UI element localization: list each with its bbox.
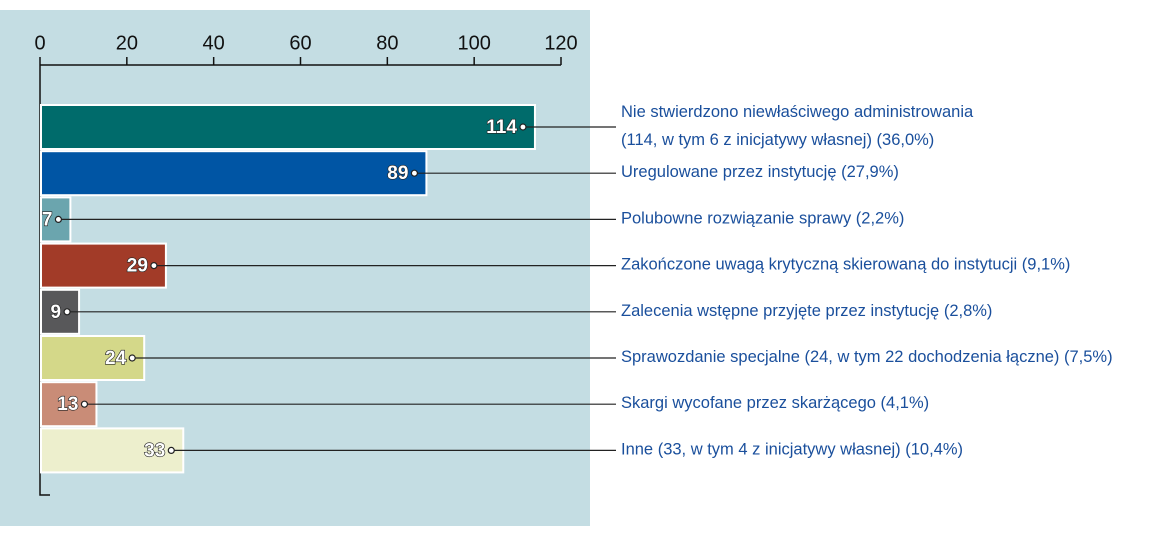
value-label: 33 [144,440,165,461]
leader-dot [410,169,419,177]
x-tick-label: 80 [376,32,398,54]
leader-dot [167,446,175,454]
leader-dot [150,262,158,270]
value-label: 114 [486,117,517,138]
leader-dot [80,400,89,408]
category-label: Polubowne rozwiązanie sprawy (2,2%) [621,210,904,228]
value-label: 24 [105,348,127,369]
leader-dot [54,215,62,223]
bar [40,104,536,150]
value-label: 13 [57,394,78,415]
bar [40,150,428,197]
leader-dot [63,308,71,316]
category-label: Sprawozdanie specjalne (24, w tym 22 doc… [621,348,1113,366]
x-tick-label: 100 [457,32,490,54]
value-label: 7 [42,209,53,230]
value-label: 9 [50,302,61,323]
value-label: 89 [387,163,408,184]
category-label: Zakończone uwagą krytyczną skierowaną do… [621,256,1070,274]
category-label: Zalecenia wstępne przyjęte przez instytu… [621,302,992,320]
bar [40,427,185,474]
x-tick-label: 40 [203,32,225,54]
x-tick-label: 120 [544,32,577,54]
leader-dot [128,354,136,362]
x-tick-label: 20 [116,32,138,54]
category-label: Uregulowane przez instytucję (27,9%) [621,164,899,182]
category-label: Inne (33, w tym 4 z inicjatywy własnej) … [621,441,963,459]
leader-dot [519,123,527,131]
category-label: Skargi wycofane przez skarżącego (4,1%) [621,395,929,413]
category-label: Nie stwierdzono niewłaściwego administro… [621,103,974,149]
value-label: 29 [127,256,148,277]
x-tick-label: 0 [34,32,45,54]
x-tick-label: 60 [289,32,311,54]
